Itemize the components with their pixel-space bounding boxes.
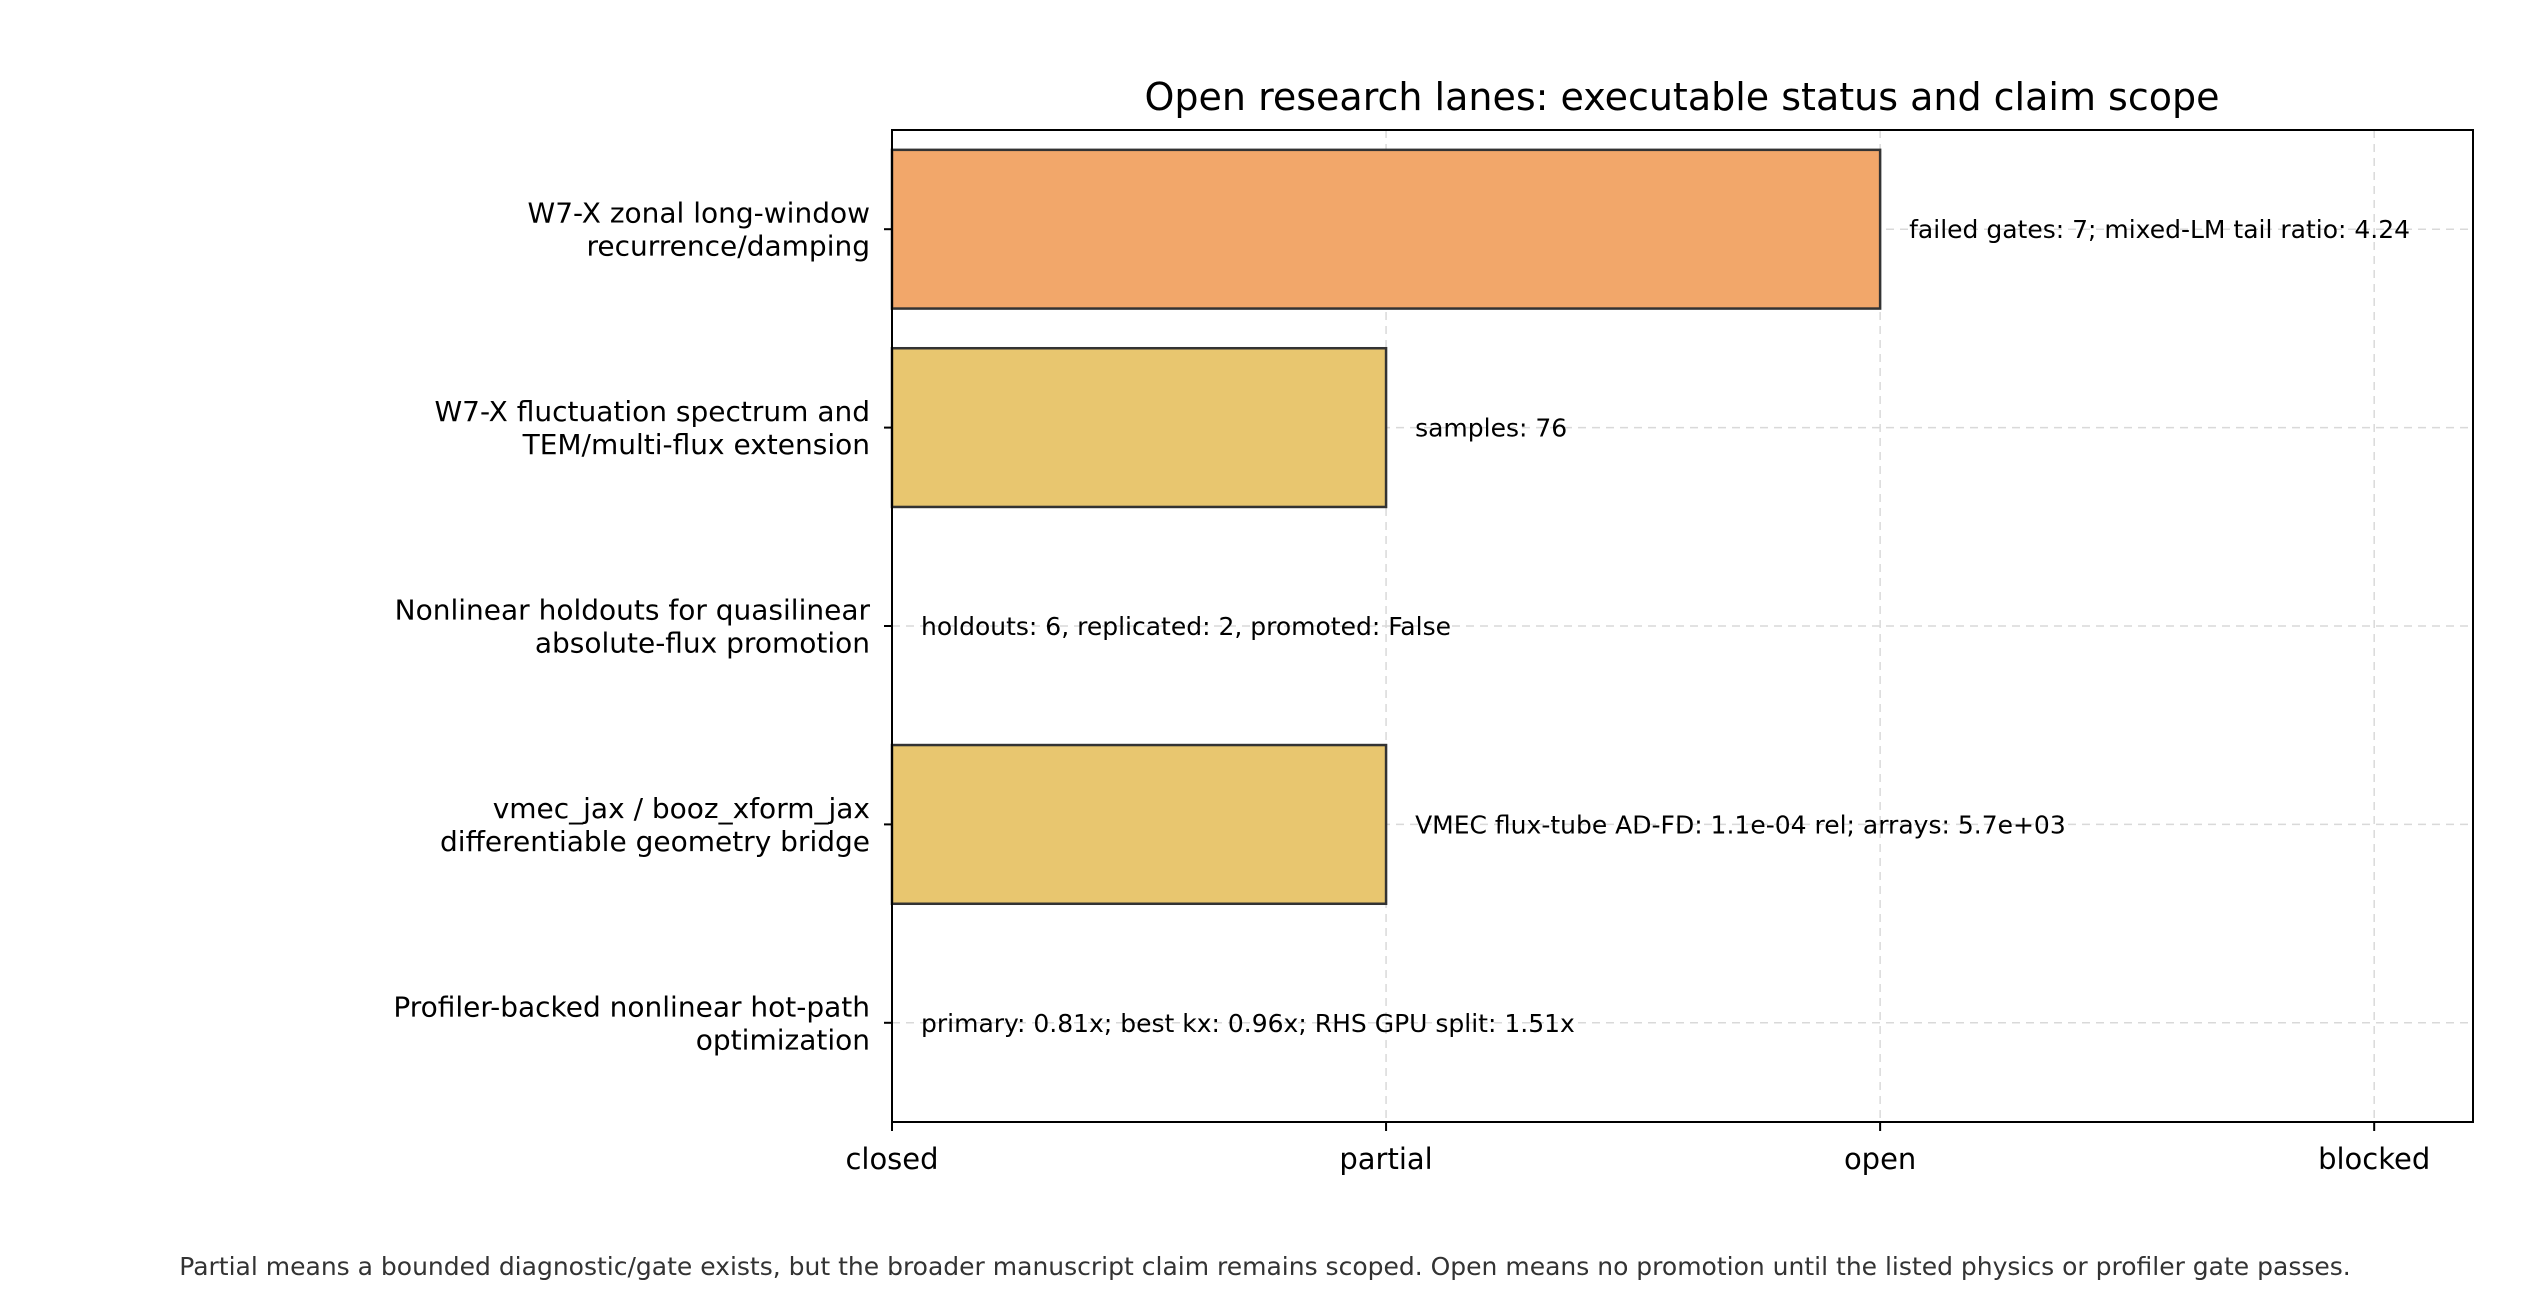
y-tick-label: differentiable geometry bridge	[440, 825, 870, 858]
x-tick-label: blocked	[2318, 1142, 2430, 1176]
caption: Partial means a bounded diagnostic/gate …	[179, 1252, 2350, 1281]
y-tick-label: recurrence/damping	[587, 230, 871, 263]
bar	[890, 346, 1388, 509]
x-tick-label: closed	[845, 1142, 938, 1176]
y-tick-label: absolute-flux promotion	[535, 627, 870, 660]
data-label: primary: 0.81x; best kx: 0.96x; RHS GPU …	[921, 1009, 1575, 1038]
y-tick-label: W7-X fluctuation spectrum and	[434, 395, 870, 428]
data-labels: failed gates: 7; mixed-LM tail ratio: 4.…	[921, 215, 2410, 1038]
chart-title: Open research lanes: executable status a…	[1145, 75, 2220, 119]
x-tick-label: open	[1844, 1142, 1916, 1176]
bar	[890, 148, 1882, 310]
y-tick-label: W7-X zonal long-window	[528, 197, 870, 230]
y-tick-label: Nonlinear holdouts for quasilinear	[395, 594, 871, 627]
y-tick-label: TEM/multi-flux extension	[522, 428, 870, 461]
data-label: samples: 76	[1415, 414, 1567, 443]
bars	[890, 148, 1882, 906]
grid	[891, 130, 2473, 1122]
y-tick-label: Profiler-backed nonlinear hot-path	[393, 990, 870, 1023]
x-axis: closed partial open blocked	[845, 1122, 2430, 1176]
x-tick-label: partial	[1339, 1142, 1432, 1176]
y-tick-label: optimization	[696, 1023, 870, 1056]
y-axis: W7-X zonal long-windowrecurrence/damping…	[393, 197, 892, 1056]
data-label: holdouts: 6, replicated: 2, promoted: Fa…	[921, 612, 1451, 641]
data-label: failed gates: 7; mixed-LM tail ratio: 4.…	[1909, 215, 2410, 244]
bar	[890, 743, 1388, 906]
data-label: VMEC flux-tube AD-FD: 1.1e-04 rel; array…	[1415, 810, 2066, 839]
y-tick-label: vmec_jax / booz_xform_jax	[493, 792, 870, 825]
